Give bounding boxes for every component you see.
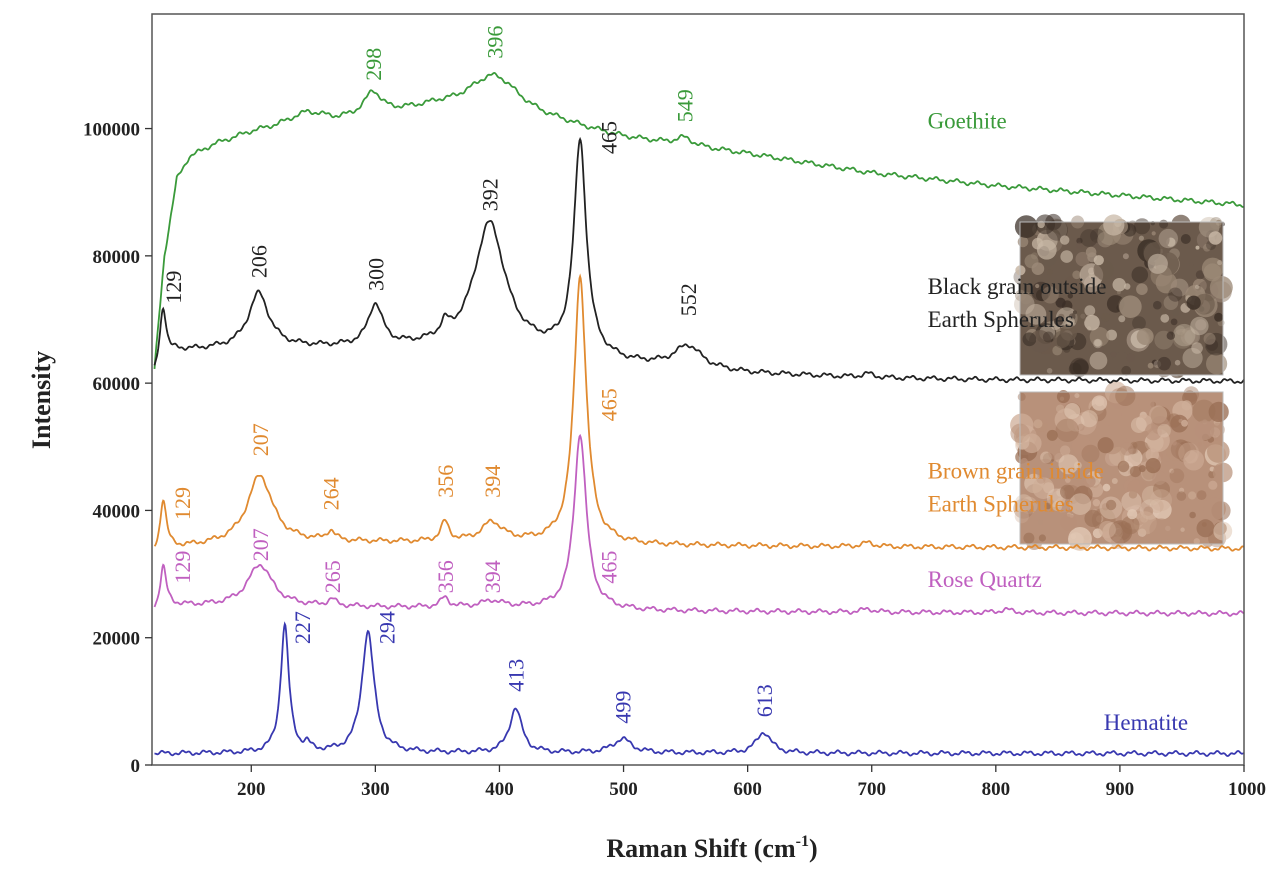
x-tick-label: 500 <box>609 779 638 800</box>
peak-label: 294 <box>375 611 400 644</box>
peak-label: 129 <box>170 487 195 520</box>
x-tick-label: 400 <box>485 779 514 800</box>
x-axis-title-suffix: ) <box>809 834 818 863</box>
peak-label: 394 <box>480 560 505 593</box>
peak-label: 465 <box>597 121 622 154</box>
peak-label: 264 <box>319 477 344 510</box>
peak-label: 552 <box>676 283 701 316</box>
peak-label: 413 <box>504 659 529 692</box>
series-name-label: Black grain outside <box>928 274 1107 299</box>
x-tick-label: 300 <box>361 779 390 800</box>
peak-label: 499 <box>610 691 635 724</box>
x-tick-label: 700 <box>857 779 886 800</box>
series-name-label: Hematite <box>1104 710 1188 735</box>
y-tick-label: 80000 <box>93 247 141 268</box>
peak-label: 206 <box>247 245 272 278</box>
peak-label: 465 <box>597 388 622 421</box>
x-tick-label: 900 <box>1106 779 1135 800</box>
x-axis-title-superscript: -1 <box>796 833 809 850</box>
x-tick-label: 600 <box>733 779 762 800</box>
y-tick-label: 100000 <box>83 120 140 141</box>
plot-border <box>151 13 1245 766</box>
peak-label: 613 <box>752 684 777 717</box>
y-tick-label: 0 <box>131 756 141 777</box>
x-axis-title-main: Raman Shift (cm <box>606 834 796 863</box>
series-name-label: Earth Spherules <box>928 307 1074 332</box>
series-name-label: Brown grain inside <box>928 459 1104 484</box>
peak-label: 227 <box>290 611 315 644</box>
x-tick-label: 200 <box>237 779 266 800</box>
series-name-label: Goethite <box>928 109 1007 134</box>
inset-images <box>1010 213 1233 551</box>
brown-grain-micrograph <box>1010 381 1233 551</box>
peak-label: 300 <box>363 258 388 291</box>
y-tick-label: 60000 <box>93 374 141 395</box>
peak-label: 356 <box>433 560 458 593</box>
x-tick-label: 800 <box>982 779 1011 800</box>
black-grain-micrograph <box>1013 213 1233 379</box>
plot-frame <box>151 13 1245 766</box>
peak-label: 392 <box>478 178 503 211</box>
x-tick-label: 1000 <box>1228 779 1266 800</box>
series-line-3 <box>153 273 1245 552</box>
peak-label: 298 <box>361 48 386 81</box>
series-layer <box>153 71 1245 757</box>
series-line-2 <box>153 136 1245 384</box>
y-axis-title: Intensity <box>27 351 56 449</box>
peak-label: 207 <box>248 423 273 456</box>
y-tick-label: 40000 <box>93 501 141 522</box>
peak-label: 207 <box>248 528 273 561</box>
series-name-label: Rose Quartz <box>928 567 1042 592</box>
x-axis-title: Raman Shift (cm-1) <box>606 833 817 863</box>
peak-label: 129 <box>161 271 186 304</box>
peak-label: 394 <box>480 465 505 498</box>
peak-label: 129 <box>170 551 195 584</box>
series-line-1 <box>153 71 1245 369</box>
axis-ticks: 200 300 400 500 600 700 800 900 1000 0 20000 40000 6… <box>83 120 1266 800</box>
labels-layer: 298 396 549 Goethite 129 206 300 392 465 552 Black… <box>161 26 1188 735</box>
peak-label: 549 <box>672 89 697 122</box>
series-line-4 <box>153 433 1245 617</box>
peak-label: 356 <box>433 465 458 498</box>
series-line-5 <box>154 621 1245 757</box>
y-tick-label: 20000 <box>93 629 141 650</box>
peak-label: 396 <box>483 26 508 59</box>
series-name-label: Earth Spherules <box>928 492 1074 517</box>
peak-label: 465 <box>597 551 622 584</box>
peak-label: 265 <box>320 560 345 593</box>
